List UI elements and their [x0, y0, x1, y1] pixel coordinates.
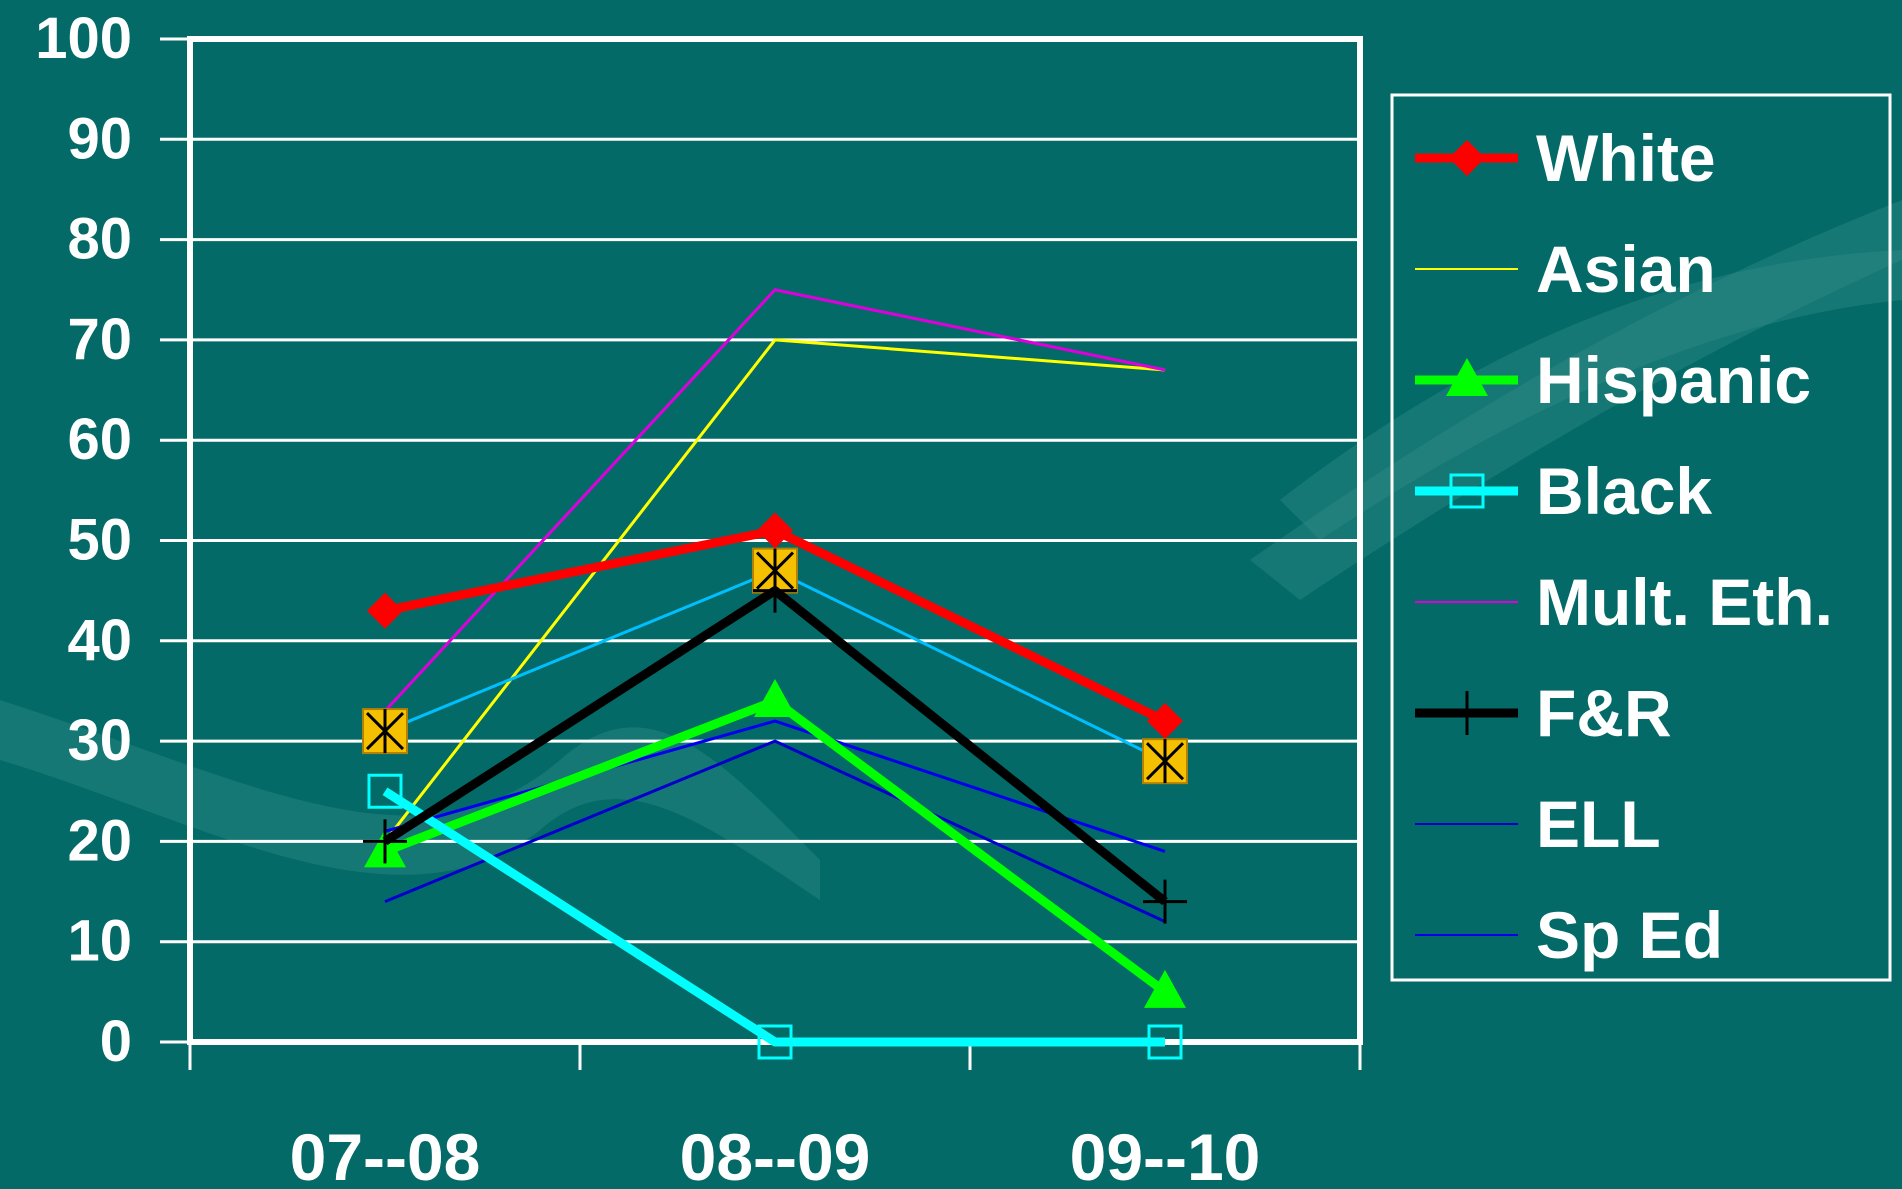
legend-label-hispanic: Hispanic [1536, 343, 1811, 417]
data-point-black [1147, 1024, 1183, 1060]
data-point-f-r [753, 568, 797, 613]
data-point-unnamed-8 [362, 708, 408, 755]
legend-label-ell: ELL [1536, 787, 1661, 861]
series-f-r [363, 568, 1187, 924]
legend-box [1390, 93, 1892, 982]
legend-marker-white [1449, 140, 1485, 176]
decor-swoosh-2 [1280, 250, 1902, 540]
series-sp-ed [384, 719, 1166, 853]
y-tick-label: 60 [67, 407, 132, 472]
series-black [367, 773, 1183, 1060]
x-axis: 07--08 08--09 09--10 [188, 1042, 1362, 1189]
x-tick-label: 08--09 [680, 1120, 871, 1189]
legend-label-f-r: F&R [1536, 676, 1672, 750]
legend-marker-hispanic [1446, 358, 1488, 396]
series-mult-eth [383, 288, 1166, 713]
legend-marker-black [1449, 473, 1485, 509]
y-tick-label: 0 [100, 1009, 132, 1074]
x-tick-label: 09--10 [1070, 1120, 1261, 1189]
series-line-black [382, 787, 1165, 1047]
y-tick-label: 80 [67, 207, 132, 272]
data-point-hispanic [754, 678, 796, 717]
series-line-asian [383, 338, 1166, 843]
decor-swoosh-1 [1250, 200, 1902, 600]
data-point-black [757, 1024, 793, 1060]
y-tick-label: 30 [67, 708, 132, 773]
decor-swoosh-0 [0, 700, 820, 900]
y-tick-label: 10 [67, 909, 132, 974]
legend-item-sp-ed: Sp Ed [1415, 898, 1723, 972]
y-tick-label: 50 [67, 508, 132, 573]
y-tick-label: 70 [67, 307, 132, 372]
data-point-white [1147, 703, 1183, 740]
y-tick-label: 100 [35, 6, 132, 71]
series-line-mult-eth [383, 288, 1166, 713]
legend-item-hispanic: Hispanic [1415, 343, 1811, 417]
series-line-ell [384, 739, 1166, 924]
legend-label-sp-ed: Sp Ed [1536, 898, 1723, 972]
legend-label-black: Black [1536, 454, 1712, 528]
legend-label-asian: Asian [1536, 232, 1716, 306]
y-tick-label: 40 [67, 608, 132, 673]
data-point-hispanic [1144, 969, 1186, 1008]
series-ell [384, 739, 1166, 924]
series-hispanic [364, 678, 1186, 1008]
series-line-sp-ed [384, 719, 1166, 853]
legend-item-ell: ELL [1415, 787, 1661, 861]
legend-label-mult-eth: Mult. Eth. [1536, 565, 1833, 639]
legend-item-f-r: F&R [1415, 676, 1672, 750]
marker-x-cross [365, 709, 405, 754]
legend-item-asian: Asian [1415, 232, 1716, 306]
legend: White Asian Hispanic Black Mult. Eth. F&R ELL S… [1390, 93, 1892, 982]
x-tick-label: 07--08 [290, 1120, 481, 1189]
data-point-white [367, 592, 403, 629]
legend-item-black: Black [1415, 454, 1712, 528]
legend-label-white: White [1536, 121, 1716, 195]
y-tick-label: 20 [67, 808, 132, 873]
legend-item-mult-eth: Mult. Eth. [1415, 565, 1833, 639]
data-point-unnamed-8 [1142, 738, 1188, 785]
legend-marker-f-r [1445, 691, 1489, 735]
series-asian [383, 338, 1166, 843]
data-point-f-r [1143, 879, 1187, 924]
data-point-black [367, 773, 403, 809]
series-white [367, 512, 1183, 740]
series-layer [362, 288, 1188, 1060]
data-point-f-r [363, 819, 407, 864]
data-point-white [757, 512, 793, 549]
legend-item-white: White [1415, 121, 1716, 195]
y-axis: 0 10 20 30 40 50 60 70 80 90 100 [35, 6, 190, 1074]
y-tick-label: 90 [67, 106, 132, 171]
background-decoration [0, 200, 1902, 900]
marker-x-cross [1145, 739, 1185, 784]
